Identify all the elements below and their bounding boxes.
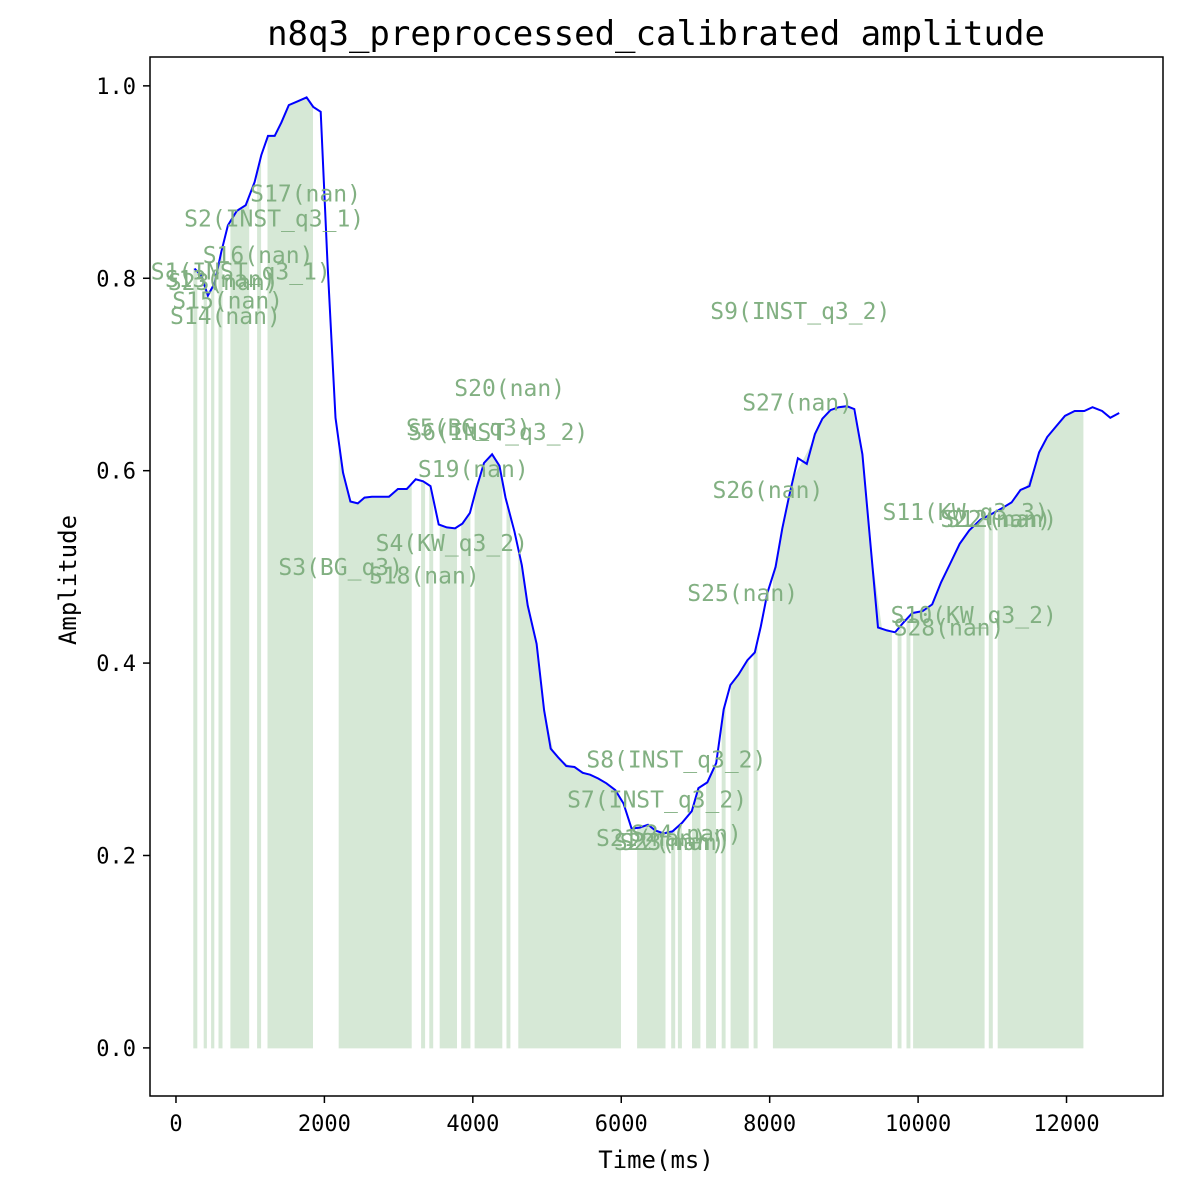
shaded-segment — [211, 282, 215, 1049]
segment-label: S9(INST_q3_2) — [710, 299, 890, 325]
segment-label: S1(INST_q3_1) — [151, 260, 331, 286]
x-axis-label: Time(ms) — [598, 1146, 714, 1174]
shaded-segment — [203, 284, 207, 1049]
x-tick-label: 8000 — [743, 1112, 796, 1137]
segment-label: S12(nan) — [946, 507, 1057, 533]
segment-label: S26(nan) — [713, 478, 824, 504]
segment-label: S28(nan) — [894, 615, 1005, 641]
shaded-segment — [677, 822, 682, 1049]
shaded-segment — [988, 512, 993, 1049]
segment-label: S16(nan) — [203, 243, 314, 269]
segment-label: S25(nan) — [687, 581, 798, 607]
segment-label: S13(nan) — [165, 267, 276, 293]
segment-label: S6(INST_q3_2) — [408, 420, 588, 446]
x-tick-label: 6000 — [595, 1112, 648, 1137]
segment-label: S27(nan) — [742, 390, 853, 416]
segment-label: S18(nan) — [369, 564, 480, 590]
shaded-segment — [193, 268, 198, 1049]
segment-label: S23(nan) — [168, 270, 279, 296]
segment-label: S23(nan) — [620, 830, 731, 856]
shaded-segment — [506, 503, 511, 1049]
y-tick-label: 0.0 — [96, 1037, 136, 1062]
segment-label: S2(INST_q3_1) — [184, 207, 364, 233]
shaded-segment — [637, 824, 666, 1049]
shaded-segment — [730, 657, 749, 1049]
segment-label: S10(KW_q3_2) — [891, 603, 1057, 629]
shaded-segment — [439, 524, 457, 1049]
segment-label: S8(INST_q3_2) — [586, 747, 766, 773]
x-axis-ticks: 0 2000 4000 6000 8000 10000 12000 — [169, 1096, 1100, 1137]
x-tick-label: 0 — [169, 1112, 182, 1137]
x-tick-label: 2000 — [298, 1112, 351, 1137]
amplitude-line — [193, 96, 1120, 835]
y-tick-label: 0.6 — [96, 460, 136, 485]
y-axis-ticks: 0.0 0.2 0.4 0.6 0.8 1.0 — [96, 75, 150, 1062]
segment-label: S21(nan) — [596, 826, 707, 852]
shaded-segment — [913, 516, 985, 1049]
chart-title: n8q3_preprocessed_calibrated amplitude — [267, 14, 1045, 54]
segment-label: S20(nan) — [454, 376, 565, 402]
y-tick-label: 0.4 — [96, 652, 136, 677]
segment-annotations: S17(nan)S2(INST_q3_1) S16(nan)S1(INST_q3_… — [151, 182, 1057, 856]
segment-label: S4(KW_q3_2) — [376, 531, 528, 557]
segment-label: S7(INST_q3_2) — [567, 788, 747, 814]
x-tick-label: 4000 — [446, 1112, 499, 1137]
y-tick-label: 1.0 — [96, 75, 136, 100]
y-tick-label: 0.2 — [96, 844, 136, 869]
segment-label: S14(nan) — [170, 304, 281, 330]
shaded-segment — [461, 511, 471, 1049]
y-axis-label: Amplitude — [54, 515, 82, 645]
segment-label: S15(nan) — [172, 288, 283, 314]
segment-label: S22(nan) — [614, 830, 725, 856]
x-tick-label: 12000 — [1033, 1112, 1099, 1137]
segment-label: S22(nan) — [940, 507, 1051, 533]
shaded-segment — [218, 249, 223, 1049]
x-tick-label: 10000 — [885, 1112, 951, 1137]
segment-label: S24(nan) — [631, 821, 742, 847]
shaded-segment — [671, 828, 676, 1049]
shaded-segment — [772, 406, 892, 1049]
segment-label: S3(BG_q3) — [278, 555, 403, 581]
shaded-segment — [753, 642, 758, 1049]
shaded-segment — [897, 623, 902, 1049]
segment-label: S19(nan) — [418, 457, 529, 483]
segment-label: S11(KW_q3_3) — [882, 500, 1048, 526]
plot-area-frame — [149, 56, 1164, 1097]
segment-label: S5(BG_q3) — [406, 415, 531, 441]
shaded-segment — [906, 614, 911, 1049]
y-tick-label: 0.8 — [96, 267, 136, 292]
segment-label: S17(nan) — [250, 182, 361, 208]
